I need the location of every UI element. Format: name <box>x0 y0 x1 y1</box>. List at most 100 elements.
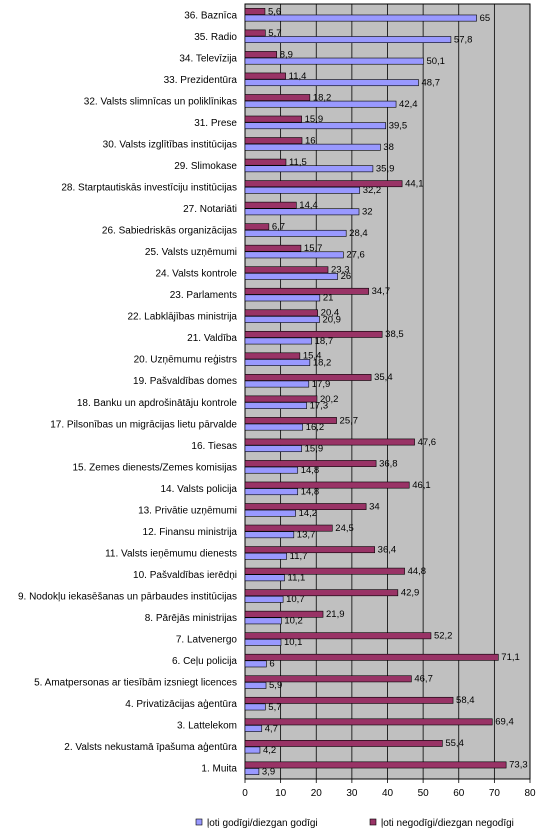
category-label: 14. Valsts policija <box>160 484 237 495</box>
value-label-positive: 11,1 <box>288 573 306 584</box>
category-label: 18. Banku un apdrošinātāju kontrole <box>77 398 238 409</box>
bar-positive <box>244 100 397 108</box>
category-label: 27. Notariāti <box>183 204 237 215</box>
bar-negative <box>244 72 286 80</box>
value-label-negative: 55,4 <box>445 738 464 749</box>
value-label-positive: 6 <box>269 659 274 670</box>
bar-negative <box>244 395 318 403</box>
value-labels: 65 5,6 57,8 5,7 50,1 8,9 48,7 11,4 42,4 18,2 39,5 1… <box>262 6 528 777</box>
bar-negative <box>244 696 454 704</box>
category-label: 20. Uzņēmumu reģistrs <box>134 353 237 366</box>
value-label-negative: 20,2 <box>320 394 339 405</box>
category-label: 1. Muita <box>201 764 237 775</box>
value-label-negative: 52,2 <box>434 631 453 642</box>
value-label-negative: 71,1 <box>501 652 520 663</box>
value-label-positive: 48,7 <box>421 77 440 88</box>
bar-negative <box>244 352 301 360</box>
value-label-negative: 16 <box>305 135 316 146</box>
value-label-positive: 28,4 <box>349 228 368 239</box>
category-label: 12. Finansu ministrija <box>143 527 238 538</box>
x-tick-label: 80 <box>524 788 536 799</box>
bar-negative <box>244 632 432 640</box>
value-label-negative: 15,7 <box>304 243 323 254</box>
bar-positive <box>244 660 267 668</box>
category-label: 13. Privātie uzņēmumi <box>138 505 237 516</box>
bar-negative <box>244 417 337 424</box>
gridlines <box>280 4 495 779</box>
value-label-negative: 24,5 <box>335 523 354 534</box>
bar-positive <box>244 143 381 151</box>
bar-negative <box>244 158 287 166</box>
bar-negative <box>244 287 369 295</box>
bar-positive <box>244 423 304 431</box>
bar-negative <box>244 115 302 123</box>
value-label-positive: 17,9 <box>312 379 331 390</box>
bar-negative <box>244 589 399 597</box>
value-label-negative: 14,4 <box>299 200 318 211</box>
value-label-negative: 34 <box>369 501 380 512</box>
bar-positive <box>244 466 299 474</box>
bar-negative <box>244 503 367 511</box>
value-label-positive: 15,9 <box>305 443 324 454</box>
value-label-negative: 34,7 <box>372 286 391 297</box>
bar-negative <box>244 718 493 726</box>
value-label-positive: 11,7 <box>290 551 308 562</box>
bar-negative <box>244 567 405 575</box>
bar-positive <box>244 531 295 539</box>
value-label-negative: 11,5 <box>289 157 307 168</box>
value-label-positive: 5,7 <box>268 702 281 713</box>
value-label-negative: 38,5 <box>385 329 404 340</box>
legend-label-positive: ļoti godīgi/diezgan godīgi <box>207 818 318 829</box>
category-label: 7. Latvenergo <box>176 635 238 646</box>
bar-negative <box>244 266 329 274</box>
value-label-positive: 38 <box>383 142 394 153</box>
category-label: 25. Valsts uzņēmumi <box>145 247 237 258</box>
value-label-negative: 5,6 <box>268 6 281 17</box>
bar-positive <box>244 36 452 43</box>
x-tick-label: 30 <box>346 788 358 799</box>
bar-positive <box>244 337 312 345</box>
bar-negative <box>244 524 333 532</box>
bar-negative <box>244 481 410 489</box>
bar-positive <box>244 595 284 603</box>
legend-label-negative: ļoti negodīgi/diezgan negodīgi <box>381 818 514 829</box>
bar-negative <box>244 653 499 661</box>
bar-positive <box>244 122 387 130</box>
category-label: 2. Valsts nekustamā īpašuma aģentūra <box>64 740 237 753</box>
value-label-positive: 27,6 <box>346 250 365 261</box>
category-label: 5. Amatpersonas ar tiesībām izsniegt lic… <box>34 678 237 689</box>
bar-positive <box>244 682 267 689</box>
x-tick-label: 20 <box>311 788 323 799</box>
bar-positive <box>244 229 347 237</box>
value-label-positive: 18,2 <box>313 357 332 368</box>
category-label: 28. Starptautiskās investīciju institūci… <box>61 182 237 193</box>
bar-negative <box>244 740 443 747</box>
value-label-negative: 20,4 <box>321 308 340 319</box>
bar-negative <box>244 546 375 554</box>
value-label-positive: 10,7 <box>286 594 305 605</box>
value-label-negative: 23,3 <box>331 265 350 276</box>
category-label: 19. Pašvaldības domes <box>133 376 237 387</box>
category-label: 33. Prezidentūra <box>164 75 238 86</box>
category-label: 17. Pilsonības un migrācijas lietu pārva… <box>50 419 237 430</box>
value-label-positive: 10,2 <box>284 616 303 627</box>
category-label: 21. Valdība <box>187 333 237 344</box>
value-label-positive: 16,2 <box>306 422 325 433</box>
value-label-negative: 58,4 <box>456 695 475 706</box>
category-label: 4. Privatizācijas aģentūra <box>125 697 237 710</box>
bar-negative <box>244 761 507 769</box>
bar-positive <box>244 402 307 409</box>
x-tick-label: 60 <box>453 788 465 799</box>
bar-negative <box>244 460 377 467</box>
value-label-negative: 15,4 <box>303 351 322 362</box>
value-label-positive: 21 <box>323 293 334 304</box>
bar-negative <box>244 137 303 145</box>
bar-negative <box>244 51 278 58</box>
value-label-negative: 5,7 <box>268 28 281 39</box>
legend: ļoti godīgi/diezgan godīgi ļoti negodīgi… <box>195 818 514 829</box>
bars <box>244 8 507 775</box>
value-label-negative: 44,8 <box>408 566 427 577</box>
value-label-negative: 18,2 <box>313 92 332 103</box>
value-label-negative: 47,6 <box>418 437 437 448</box>
